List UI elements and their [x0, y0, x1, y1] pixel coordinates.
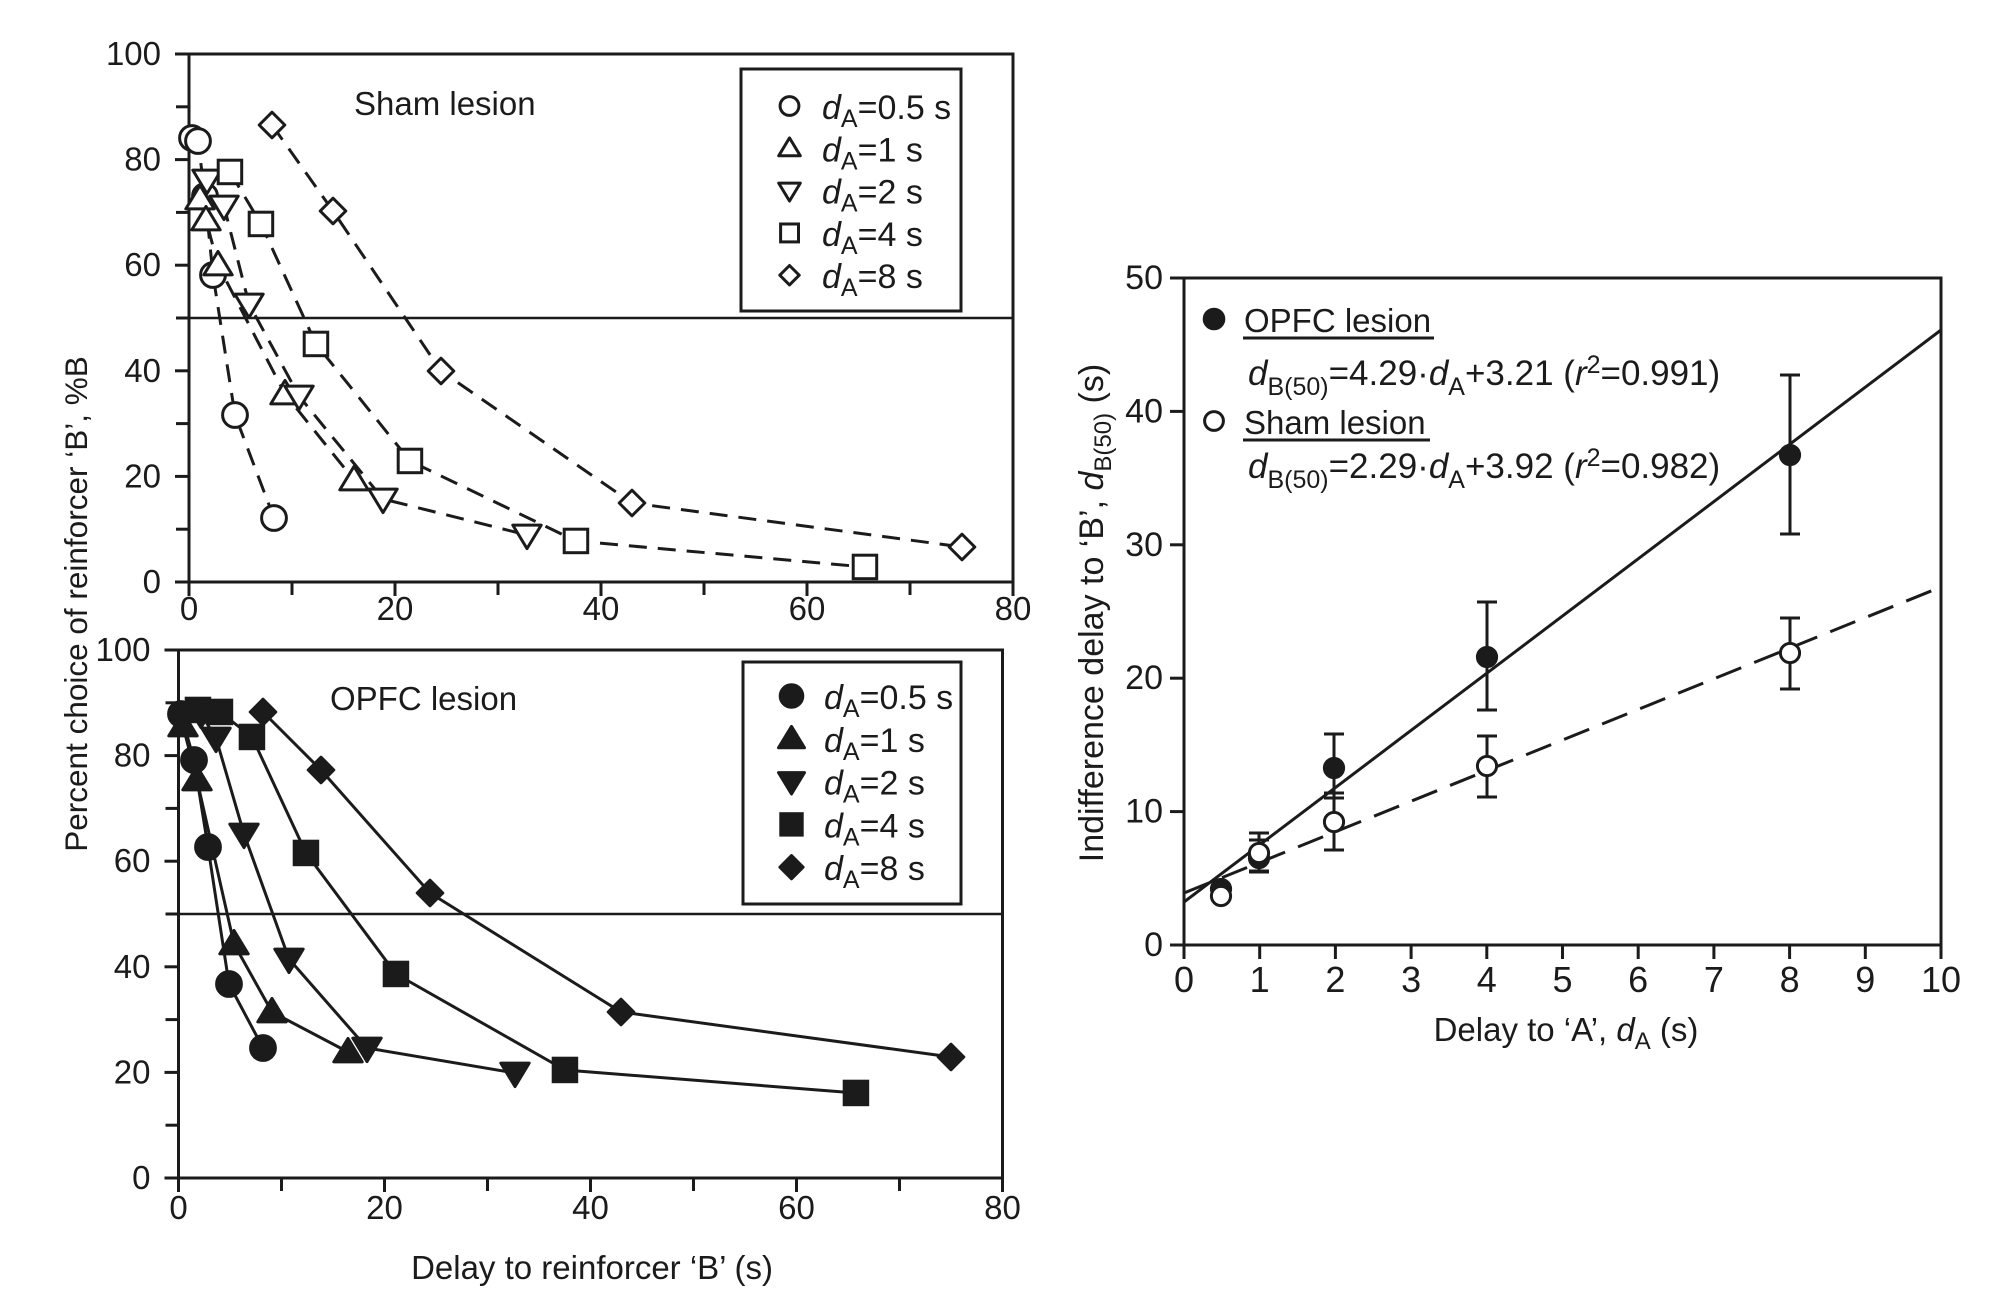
svg-text:2: 2	[1325, 959, 1345, 1000]
svg-text:Percent choice of reinforcer ‘: Percent choice of reinforcer ‘B’, %B	[58, 356, 94, 851]
svg-text:Sham lesion: Sham lesion	[1244, 404, 1426, 441]
svg-text:40: 40	[124, 352, 161, 389]
svg-text:40: 40	[114, 948, 151, 985]
svg-text:dA=2 s: dA=2 s	[822, 174, 923, 218]
svg-text:dA=1 s: dA=1 s	[822, 131, 923, 175]
svg-text:0: 0	[143, 563, 161, 600]
svg-text:10: 10	[1921, 959, 1961, 1000]
svg-text:0: 0	[1144, 926, 1163, 964]
svg-text:OPFC lesion: OPFC lesion	[330, 680, 517, 717]
svg-text:60: 60	[789, 590, 826, 627]
svg-text:dA=0.5 s: dA=0.5 s	[822, 89, 951, 133]
svg-text:dA=4 s: dA=4 s	[822, 216, 923, 260]
svg-text:3: 3	[1401, 959, 1421, 1000]
svg-text:20: 20	[1125, 659, 1163, 697]
svg-text:50: 50	[1125, 259, 1163, 297]
svg-text:60: 60	[124, 246, 161, 283]
svg-text:dA=4 s: dA=4 s	[824, 807, 925, 851]
svg-text:dB(50)=2.29·dA+3.92 (r2=0.982): dB(50)=2.29·dA+3.92 (r2=0.982)	[1248, 444, 1720, 494]
svg-text:4: 4	[1477, 959, 1497, 1000]
svg-text:5: 5	[1552, 959, 1572, 1000]
svg-text:20: 20	[114, 1053, 151, 1090]
svg-text:6: 6	[1628, 959, 1648, 1000]
svg-text:0: 0	[132, 1159, 150, 1196]
svg-text:80: 80	[995, 590, 1032, 627]
svg-text:dB(50)=4.29·dA+3.21 (r2=0.991): dB(50)=4.29·dA+3.21 (r2=0.991)	[1248, 351, 1720, 401]
svg-text:Delay to reinforcer ‘B’ (s): Delay to reinforcer ‘B’ (s)	[411, 1249, 773, 1286]
svg-text:dA=8 s: dA=8 s	[822, 258, 923, 302]
svg-text:10: 10	[1125, 793, 1163, 831]
svg-text:dA=0.5 s: dA=0.5 s	[824, 679, 953, 723]
svg-text:8: 8	[1780, 959, 1800, 1000]
svg-text:40: 40	[583, 590, 620, 627]
svg-text:100: 100	[106, 35, 161, 72]
svg-text:OPFC lesion: OPFC lesion	[1244, 302, 1431, 339]
svg-text:1: 1	[1250, 959, 1270, 1000]
svg-text:60: 60	[114, 842, 151, 879]
svg-text:dA=2 s: dA=2 s	[824, 765, 925, 809]
svg-text:80: 80	[124, 141, 161, 178]
svg-text:20: 20	[124, 457, 161, 494]
svg-text:9: 9	[1855, 959, 1875, 1000]
svg-text:100: 100	[95, 631, 150, 668]
svg-text:30: 30	[1125, 526, 1163, 564]
svg-text:Delay to ‘A’, dA (s): Delay to ‘A’, dA (s)	[1434, 1011, 1699, 1055]
svg-text:dA=1 s: dA=1 s	[824, 722, 925, 766]
svg-text:Sham lesion: Sham lesion	[354, 85, 536, 122]
svg-text:40: 40	[1125, 392, 1163, 430]
svg-text:80: 80	[114, 737, 151, 774]
svg-text:0: 0	[169, 1189, 187, 1226]
svg-text:dA=8 s: dA=8 s	[824, 850, 925, 894]
svg-text:80: 80	[984, 1189, 1021, 1226]
svg-text:0: 0	[180, 590, 198, 627]
svg-text:20: 20	[366, 1189, 403, 1226]
svg-text:20: 20	[377, 590, 414, 627]
svg-text:7: 7	[1704, 959, 1724, 1000]
svg-text:40: 40	[572, 1189, 609, 1226]
svg-text:0: 0	[1174, 959, 1194, 1000]
svg-text:60: 60	[778, 1189, 815, 1226]
